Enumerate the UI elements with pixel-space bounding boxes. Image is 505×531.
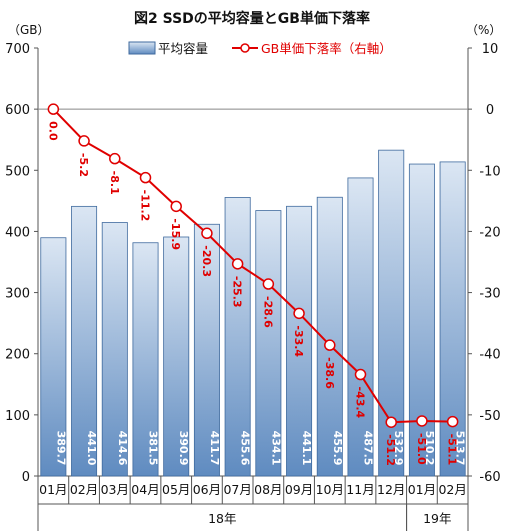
- line-value-label: 0.0: [46, 121, 59, 141]
- line-point: [293, 307, 305, 320]
- line-value-label: -15.9: [169, 218, 182, 250]
- bar-value-label: 390.9: [177, 431, 190, 466]
- line-point: [201, 227, 213, 240]
- bar: [286, 205, 313, 477]
- legend-line-marker: [240, 43, 250, 53]
- bar-value-label: 510.2: [423, 431, 436, 466]
- left-axis-unit: （GB）: [8, 23, 50, 37]
- right-tick-label: 10: [482, 42, 499, 57]
- bar: [71, 205, 98, 477]
- bar: [255, 210, 282, 477]
- bar-value-label: 411.7: [208, 431, 221, 466]
- bar: [101, 222, 128, 477]
- line-point: [78, 135, 90, 147]
- bar: [40, 237, 67, 477]
- bar-value-label: 414.6: [116, 431, 129, 466]
- bar: [439, 161, 466, 477]
- right-tick-label: -10: [479, 164, 500, 179]
- x-tick-label: 08月: [254, 482, 282, 497]
- left-tick-label: 600: [5, 103, 30, 118]
- x-tick-label: 10月: [316, 482, 344, 497]
- bar-value-label: 487.5: [362, 431, 375, 466]
- x-tick-label: 09月: [285, 482, 313, 497]
- right-tick-label: -50: [479, 409, 500, 424]
- bar-value-label: 441.0: [85, 431, 98, 466]
- line-value-label: -28.6: [261, 296, 274, 328]
- right-axis-unit: （%）: [466, 23, 501, 37]
- bar: [163, 236, 190, 477]
- line-point: [139, 171, 152, 184]
- line-point: [385, 416, 397, 428]
- left-tick-label: 300: [5, 287, 30, 302]
- right-tick-label: -40: [479, 348, 500, 363]
- line-value-label: -51.2: [384, 434, 397, 466]
- line-point: [416, 415, 428, 427]
- x-tick-label: 01月: [408, 482, 436, 497]
- bar-value-label: 434.1: [269, 431, 282, 466]
- line-value-label: -43.4: [354, 387, 367, 419]
- x-tick-label: 03月: [101, 482, 129, 497]
- bar: [408, 163, 435, 477]
- bar-value-label: 532.9: [392, 431, 405, 466]
- bar-value-label: 455.9: [331, 431, 344, 466]
- line-point: [47, 103, 60, 115]
- line-value-label: -51.0: [415, 433, 428, 465]
- line-value-label: -33.4: [292, 325, 305, 357]
- year-group-label: 18年: [208, 511, 236, 526]
- bar: [347, 177, 374, 477]
- bar-value-label: 389.7: [54, 431, 67, 466]
- line-point: [170, 200, 182, 213]
- left-tick-label: 200: [5, 348, 30, 363]
- bar-value-label: 441.1: [300, 431, 313, 466]
- line-point: [446, 415, 459, 428]
- chart-title: 図2 SSDの平均容量とGB単価下落率: [134, 10, 370, 27]
- legend: 平均容量 GB単価下落率（右軸）: [128, 41, 392, 56]
- left-tick-label: 400: [5, 225, 30, 240]
- bar-value-label: 513.7: [454, 431, 467, 466]
- x-tick-label: 05月: [162, 482, 190, 497]
- line-value-label: -11.2: [139, 190, 152, 222]
- line-value-label: -8.1: [108, 171, 121, 195]
- legend-bar-label: 平均容量: [158, 41, 208, 56]
- x-tick-label: 06月: [193, 482, 221, 497]
- x-tick-label: 01月: [39, 482, 67, 497]
- x-tick-label: 12月: [377, 482, 405, 497]
- bar-value-label: 455.6: [239, 431, 252, 466]
- line-point: [231, 258, 244, 270]
- right-tick-label: -30: [479, 287, 500, 302]
- line-value-label: -25.3: [231, 276, 244, 308]
- left-tick-label: 0: [22, 470, 30, 485]
- right-tick-label: -20: [479, 225, 500, 240]
- x-tick-label: 04月: [131, 482, 159, 497]
- bar: [224, 197, 251, 477]
- year-group-label: 19年: [423, 511, 451, 526]
- series-line: [52, 108, 453, 424]
- line-point: [324, 339, 336, 351]
- line-value-label: -38.6: [323, 357, 336, 389]
- legend-line-label: GB単価下落率（右軸）: [261, 41, 392, 56]
- line-point: [354, 368, 367, 381]
- bar: [193, 223, 220, 477]
- left-tick-label: 100: [5, 409, 30, 424]
- line-value-label: -5.2: [77, 153, 90, 177]
- line-point: [109, 152, 121, 165]
- right-tick-label: -60: [479, 470, 500, 485]
- bar-value-label: 381.5: [147, 431, 160, 466]
- x-tick-label: 02月: [438, 482, 466, 497]
- legend-bar-swatch: [128, 41, 156, 55]
- line-value-label: -20.3: [200, 245, 213, 277]
- left-tick-label: 500: [5, 164, 30, 179]
- right-tick-label: 0: [486, 103, 494, 118]
- left-tick-label: 700: [5, 42, 30, 57]
- x-tick-label: 11月: [346, 482, 374, 497]
- x-tick-label: 02月: [70, 482, 98, 497]
- x-tick-label: 07月: [223, 482, 251, 497]
- line-value-label: -51.1: [446, 434, 459, 466]
- line-point: [262, 278, 275, 290]
- bar: [132, 242, 159, 477]
